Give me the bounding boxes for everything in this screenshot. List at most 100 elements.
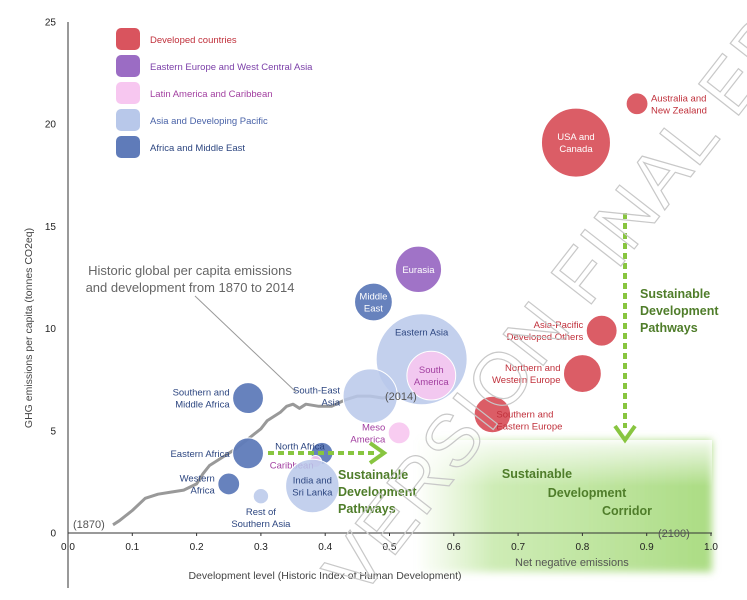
bubble-south-east-asia <box>342 368 398 424</box>
bubble-label: Western Europe <box>492 375 560 386</box>
x-tick-label: 0.2 <box>190 542 204 553</box>
legend-label: Asia and Developing Pacific <box>150 116 268 127</box>
bubble-eurasia <box>394 245 443 293</box>
bubble-label: South-East <box>293 386 340 397</box>
legend-swatch <box>116 55 140 77</box>
bubble-label: South <box>419 365 444 376</box>
sdp-horizontal-label: Development <box>338 485 417 499</box>
bubble-label: America <box>350 434 386 445</box>
sdp-vertical-arrow-head <box>613 424 637 444</box>
y-tick-label: 25 <box>45 18 57 29</box>
x-tick-label: 0.6 <box>447 542 461 553</box>
bubble-label: Eurasia <box>402 265 435 276</box>
y-tick-label: 20 <box>45 120 57 131</box>
sustainable-corridor <box>420 440 712 572</box>
legend-swatch <box>116 109 140 131</box>
bubble-label: Meso <box>362 422 385 433</box>
bubble-label: Eastern Africa <box>170 449 230 460</box>
bubble-label: America <box>414 377 450 388</box>
bubble-label: Eastern Asia <box>395 327 449 338</box>
bubble-label: Asia <box>322 398 341 409</box>
annotations: Historic global per capita emissions and … <box>73 213 719 569</box>
y-tick-label: 10 <box>45 324 57 335</box>
historic-path-group <box>112 394 390 527</box>
bubble-asia-pacific-developed-others <box>585 314 618 347</box>
bubble-label: Australia and <box>651 93 706 104</box>
x-tick-label: 0.7 <box>511 542 525 553</box>
bubble-label: Middle Africa <box>175 400 230 411</box>
x-tick-label: 0.0 <box>61 542 75 553</box>
sdp-horizontal-label: Sustainable <box>338 468 408 482</box>
bubble-northern-and-western-europe <box>563 354 602 393</box>
bubble-label: Africa <box>191 485 216 496</box>
sdp-horizontal-arrow-head <box>368 441 388 465</box>
bubble-label: Middle <box>359 292 387 303</box>
bubble-south-america <box>406 350 457 401</box>
x-tick-label: 1.0 <box>704 542 718 553</box>
bubble-label: New Zealand <box>651 105 707 116</box>
bubble-label: Rest of <box>246 507 276 518</box>
historic-annotation: and development from 1870 to 2014 <box>86 280 295 295</box>
bubble-southern-and-middle-africa <box>232 382 264 415</box>
x-tick-label: 0.5 <box>383 542 397 553</box>
y-tick-label: 5 <box>50 426 56 437</box>
x-tick-label: 0.4 <box>318 542 332 553</box>
sdp-vertical-label: Sustainable <box>640 287 710 301</box>
bubble-middle-east <box>354 282 393 322</box>
bubble-western-africa <box>217 472 241 496</box>
legend-label: Developed countries <box>150 35 237 46</box>
sdp-vertical-label: Development <box>640 304 719 318</box>
bubble-label: East <box>364 304 383 315</box>
bubble-eastern-africa <box>232 437 264 470</box>
y-tick-label: 0 <box>50 529 56 540</box>
horizon-year-label: (2100) <box>658 528 690 540</box>
bubble-label: Asia-Pacific <box>534 320 584 331</box>
x-tick-label: 0.3 <box>254 542 268 553</box>
bubble-label: Caribbean <box>270 460 314 471</box>
start-year-label: (1870) <box>73 519 105 531</box>
bubble-label: Sri Lanka <box>292 487 333 498</box>
bubble-india-and-sri-lanka <box>285 458 340 514</box>
bubble-label: Southern Asia <box>231 519 291 530</box>
bubble-label: India and <box>293 475 332 486</box>
net-negative-label: Net negative emissions <box>515 557 629 569</box>
legend: Developed countries Eastern Europe and We… <box>116 28 313 158</box>
bubble-label: North Africa <box>275 441 325 452</box>
bubble-southern-and-eastern-europe <box>473 395 512 434</box>
legend-swatch <box>116 28 140 50</box>
bubble-label: Developed Others <box>507 332 584 343</box>
corridor-label: Corridor <box>602 504 652 518</box>
bubble-meso-america <box>387 421 411 445</box>
corridor-label: Development <box>548 486 627 500</box>
bubble-label: Southern and <box>173 388 230 399</box>
bubble-australia-and-new-zealand <box>625 92 649 116</box>
y-axis-title: GHG emissions per capita (tonnes CO2eq) <box>23 228 35 428</box>
legend-swatch <box>116 82 140 104</box>
legend-label: Latin America and Caribbean <box>150 89 273 100</box>
bubble-label: USA and <box>557 132 595 143</box>
x-tick-label: 0.1 <box>125 542 139 553</box>
sdp-horizontal-label: Pathways <box>338 502 396 516</box>
legend-swatch <box>116 136 140 158</box>
x-axis-title: Development level (Historic Index of Hum… <box>188 570 461 582</box>
legend-label: Africa and Middle East <box>150 143 245 154</box>
y-tick-labels: 0 5 10 15 20 25 <box>45 18 57 540</box>
historic-annotation: Historic global per capita emissions <box>88 263 292 278</box>
bubble-label: Canada <box>559 144 593 155</box>
bubble-usa-and-canada <box>540 107 611 178</box>
historic-annotation-pointer <box>194 295 297 393</box>
bubble-label: Eastern Europe <box>496 421 562 432</box>
legend-label: Eastern Europe and West Central Asia <box>150 62 313 73</box>
end-year-label: (2014) <box>385 391 417 403</box>
y-tick-label: 15 <box>45 222 57 233</box>
x-tick-label: 0.9 <box>640 542 654 553</box>
bubble-label: Southern and <box>496 409 553 420</box>
bubble-label: Western <box>180 473 215 484</box>
corridor-label: Sustainable <box>502 467 572 481</box>
sdp-vertical-label: Pathways <box>640 321 698 335</box>
x-tick-label: 0.8 <box>575 542 589 553</box>
bubble-label: Northern and <box>505 363 560 374</box>
x-tick-labels: 0.0 0.1 0.2 0.3 0.4 0.5 0.6 0.7 0.8 0.9 1.0 <box>61 533 718 553</box>
